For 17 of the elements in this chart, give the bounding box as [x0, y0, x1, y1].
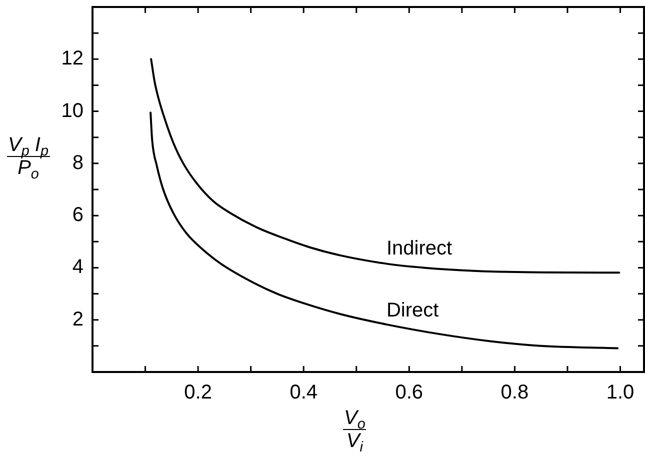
x-axis-title: V$_{o}$ V$_{i}$ [343, 407, 366, 456]
line-series [150, 112, 619, 350]
y-tick-label: 12 [61, 48, 84, 70]
y-tick-label: 8 [72, 152, 84, 174]
y-tick-label: 10 [61, 100, 84, 122]
line-series [150, 58, 620, 274]
y-tick-label: 4 [72, 256, 84, 278]
y-tick-label: 6 [72, 204, 84, 226]
y-axis-title: V$_{p}$ I$_{p}$ P$_{o}$ [7, 134, 50, 182]
x-tick-label: 0.8 [500, 382, 529, 404]
x-tick-label: 0.6 [395, 382, 424, 404]
x-tick-label: 0.2 [184, 382, 212, 404]
x-tick-label: 1.0 [606, 382, 634, 404]
series-label: Indirect [386, 238, 452, 260]
y-tick-label: 2 [72, 308, 84, 330]
x-tick-label: 0.4 [290, 382, 318, 404]
series-label: Direct [386, 300, 440, 322]
